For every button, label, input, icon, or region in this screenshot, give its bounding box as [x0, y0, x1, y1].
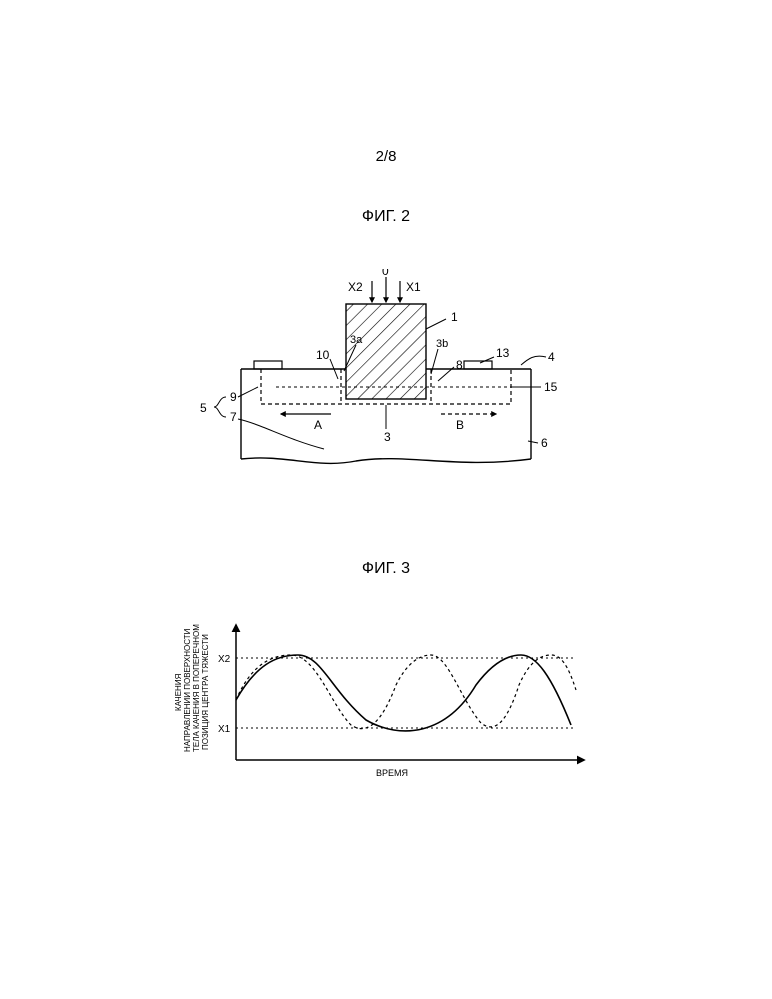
fig2-label-5: 5 — [200, 401, 207, 415]
fig2-label-15: 15 — [544, 380, 558, 394]
fig3-ytick-x1: X1 — [218, 724, 231, 735]
fig2-label-8: 8 — [456, 358, 463, 372]
fig3-title: ФИГ. 3 — [362, 560, 410, 578]
fig2-label-13: 13 — [496, 346, 510, 360]
fig2-block-1 — [346, 304, 426, 399]
fig3-x-axis-label: ВРЕМЯ — [376, 768, 408, 778]
fig2-label-x2: X2 — [348, 280, 363, 294]
fig3-ytick-x2: X2 — [218, 654, 231, 665]
fig2-label-3: 3 — [384, 430, 391, 444]
fig2-container: 0 X2 X1 A B 1 4 13 15 6 3b 8 3a 10 3 5 9… — [176, 269, 596, 494]
fig2-label-10: 10 — [316, 348, 330, 362]
fig2-label-9: 9 — [230, 390, 237, 404]
fig2-label-B: B — [456, 418, 464, 432]
fig3-svg: X2 X1 — [176, 620, 596, 780]
fig3-container: ПОЗИЦИЯ ЦЕНТРА ТЯЖЕСТИ ТЕЛА КАЧЕНИЯ В ПО… — [176, 620, 596, 800]
page-number: 2/8 — [376, 148, 397, 165]
fig2-label-0: 0 — [382, 269, 389, 278]
fig3-dashed-curve — [236, 655, 576, 729]
fig2-label-A: A — [314, 418, 322, 432]
fig2-title: ФИГ. 2 — [362, 208, 410, 226]
fig2-label-6: 6 — [541, 436, 548, 450]
fig2-label-7: 7 — [230, 410, 237, 424]
fig2-label-3b: 3b — [436, 338, 448, 350]
fig2-label-3a: 3a — [350, 334, 363, 346]
fig2-label-1: 1 — [451, 310, 458, 324]
fig2-label-x1: X1 — [406, 280, 421, 294]
fig2-bracket-5 — [214, 397, 226, 417]
fig3-solid-curve — [236, 655, 571, 731]
fig2-label-4: 4 — [548, 350, 555, 364]
fig2-svg: 0 X2 X1 A B 1 4 13 15 6 3b 8 3a 10 3 5 9… — [176, 269, 596, 489]
